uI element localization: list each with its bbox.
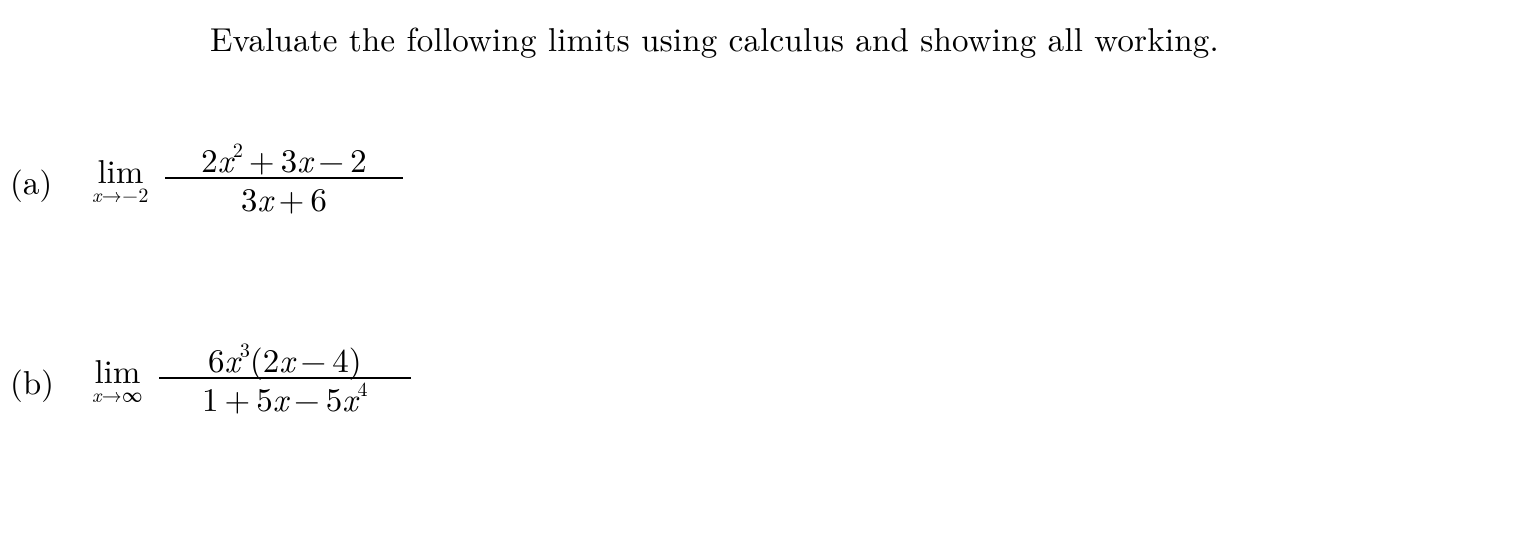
den-a-op1: + (273, 174, 311, 221)
problem-a: (a) lim x→−2 2x2+3x−2 3x+6 (10, 140, 403, 216)
lim-sub-a-rhs: −2 (122, 179, 149, 208)
instruction-text: Evaluate the following limits using calc… (210, 14, 1219, 61)
problem-a-label: (a) (10, 157, 64, 204)
fraction-a: 2x2+3x−2 3x+6 (165, 140, 403, 216)
lim-sub-b-arrow: → (102, 379, 123, 408)
lim-sub-b-var: x (92, 379, 102, 408)
den-b-t1: 1 (202, 374, 219, 421)
num-a-t1-pow: 2 (233, 134, 243, 163)
denominator-b: 1+5x−5x4 (196, 379, 374, 416)
den-b-t3-pow: 4 (358, 373, 368, 402)
den-b-t3-var: x (342, 374, 357, 421)
limit-b: lim x→∞ (92, 353, 143, 404)
lim-sub-a-arrow: → (102, 179, 123, 208)
page: Evaluate the following limits using calc… (0, 0, 1513, 534)
problem-b-label: (b) (10, 357, 64, 404)
den-a-t1-var: x (257, 174, 272, 221)
numerator-a: 2x2+3x−2 (195, 140, 373, 177)
num-a-t1-coef: 2 (201, 135, 218, 182)
den-b-t2-coef: 5 (256, 374, 273, 421)
num-a-t1-var: x (218, 135, 233, 182)
lim-sub-b: x→∞ (92, 384, 143, 404)
den-b-t2-var: x (273, 374, 288, 421)
den-a-t1-coef: 3 (241, 174, 258, 221)
limit-a: lim x→−2 (92, 153, 149, 204)
lim-sub-b-rhs: ∞ (122, 379, 143, 408)
lim-sub-a: x→−2 (92, 184, 149, 204)
den-a-t2: 6 (310, 174, 327, 221)
num-b-t1-pow: 3 (240, 334, 250, 363)
den-b-t3-coef: 5 (326, 374, 343, 421)
fraction-b: 6x3(2x−4) 1+5x−5x4 (159, 340, 411, 416)
numerator-b: 6x3(2x−4) (202, 340, 368, 377)
lim-sub-a-var: x (92, 179, 102, 208)
problem-b: (b) lim x→∞ 6x3(2x−4) 1+5x−5x4 (10, 340, 411, 416)
den-b-op2: − (288, 374, 326, 421)
num-a-t3: 2 (350, 135, 367, 182)
den-b-op1: + (219, 374, 257, 421)
denominator-a: 3x+6 (235, 179, 333, 216)
